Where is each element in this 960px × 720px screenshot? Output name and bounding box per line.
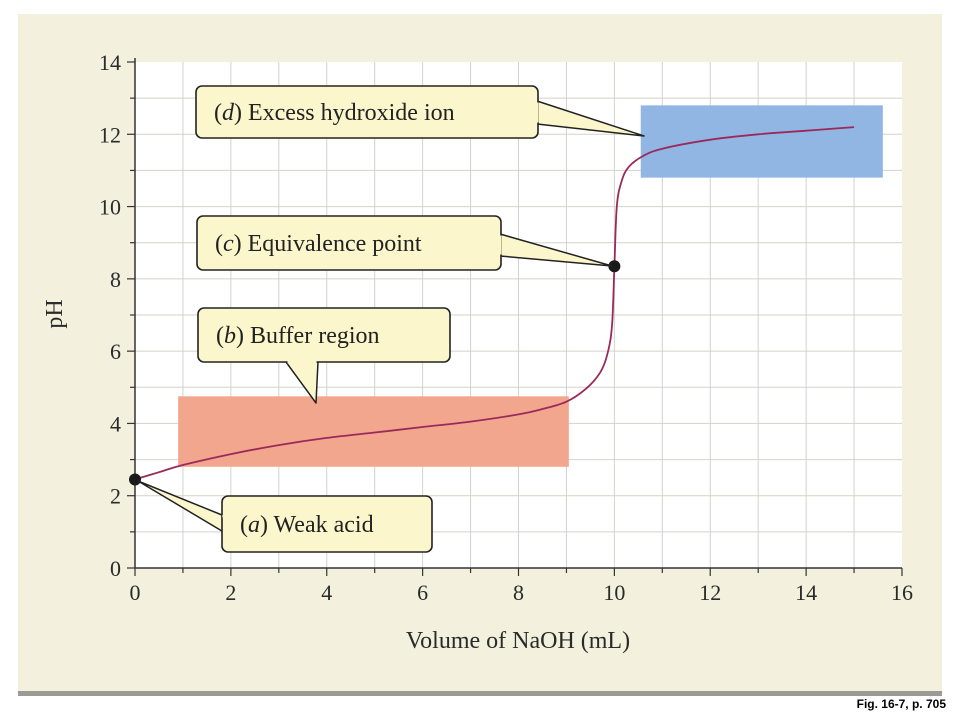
callout-text: (b) Buffer region bbox=[216, 323, 380, 349]
y-tick-label: 0 bbox=[110, 556, 121, 581]
callout-box bbox=[197, 307, 451, 363]
x-tick-label: 14 bbox=[795, 580, 817, 605]
x-tick-label: 10 bbox=[603, 580, 625, 605]
callout-b: (b) Buffer region bbox=[197, 307, 451, 404]
callout-label: ) Weak acid bbox=[260, 512, 374, 538]
callout-box bbox=[221, 495, 433, 553]
callout-text: (c) Equivalence point bbox=[215, 231, 422, 257]
region-b bbox=[178, 396, 569, 467]
y-tick-label: 4 bbox=[110, 411, 121, 436]
y-axis-label: pH bbox=[42, 299, 68, 328]
callout-paren-open: ( bbox=[216, 323, 224, 349]
callout-text: (d) Excess hydroxide ion bbox=[214, 100, 455, 126]
callout-d: (d) Excess hydroxide ion bbox=[195, 85, 645, 139]
callout-layer: (a) Weak acid(b) Buffer region(c) Equiva… bbox=[137, 85, 645, 553]
point-a bbox=[129, 473, 141, 486]
region-layer bbox=[178, 105, 883, 467]
x-tick-label: 6 bbox=[417, 580, 428, 605]
y-tick-label: 14 bbox=[99, 50, 121, 75]
callout-label: ) Equivalence point bbox=[234, 231, 422, 257]
callout-label: ) Excess hydroxide ion bbox=[234, 100, 455, 126]
callout-letter: a bbox=[248, 512, 260, 538]
x-tick-label: 0 bbox=[130, 580, 141, 605]
y-tick-label: 10 bbox=[99, 195, 121, 220]
callout-paren-open: ( bbox=[214, 100, 222, 126]
x-axis-label: Volume of NaOH (mL) bbox=[406, 628, 630, 654]
y-tick-label: 12 bbox=[99, 122, 121, 147]
curve-layer bbox=[129, 126, 855, 486]
region-d bbox=[640, 105, 883, 178]
figure-caption: Fig. 16-7, p. 705 bbox=[856, 697, 946, 711]
x-tick-label: 16 bbox=[891, 580, 913, 605]
x-tick-label: 8 bbox=[513, 580, 524, 605]
point-c bbox=[608, 260, 621, 273]
y-tick-label: 8 bbox=[110, 267, 121, 292]
callout-a: (a) Weak acid bbox=[137, 480, 433, 553]
callout-letter: b bbox=[224, 323, 236, 349]
callout-letter: d bbox=[222, 100, 235, 126]
y-tick-label: 6 bbox=[110, 339, 121, 364]
callout-text: (a) Weak acid bbox=[240, 512, 374, 538]
panel-shadow bbox=[18, 691, 942, 696]
callout-paren-open: ( bbox=[240, 512, 248, 538]
callout-seam bbox=[222, 514, 232, 538]
x-tick-label: 4 bbox=[321, 580, 332, 605]
callout-c: (c) Equivalence point bbox=[196, 215, 613, 271]
y-tick-label: 2 bbox=[110, 484, 121, 509]
titration-curve bbox=[134, 126, 855, 481]
callout-label: ) Buffer region bbox=[236, 323, 380, 349]
callout-paren-open: ( bbox=[215, 231, 223, 257]
callout-letter: c bbox=[223, 231, 234, 257]
x-tick-label: 12 bbox=[699, 580, 721, 605]
x-tick-label: 2 bbox=[225, 580, 236, 605]
